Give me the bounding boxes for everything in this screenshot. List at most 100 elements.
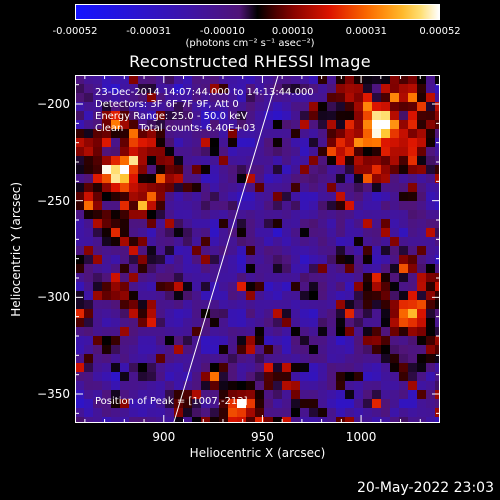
heatmap-cell (417, 192, 427, 202)
heatmap-cell (399, 201, 409, 211)
heatmap-cell (408, 156, 418, 166)
heatmap-cell (354, 156, 364, 166)
heatmap-cell (309, 102, 319, 112)
heatmap-cell (120, 93, 130, 103)
heatmap-cell (237, 300, 247, 310)
heatmap-cell (417, 345, 427, 355)
heatmap-cell (93, 120, 103, 130)
heatmap-cell (183, 318, 193, 328)
heatmap-cell (120, 291, 130, 301)
annotation-energy: Energy Range: 25.0 - 50.0 keV (95, 111, 248, 122)
heatmap-cell (147, 219, 157, 229)
heatmap-cell (165, 138, 175, 148)
heatmap-cell (417, 93, 427, 103)
heatmap-cell (192, 228, 202, 238)
heatmap-cell (210, 246, 220, 256)
heatmap-cell (156, 237, 166, 247)
heatmap-cell (291, 300, 301, 310)
heatmap-cell (228, 246, 238, 256)
heatmap-cell (363, 165, 373, 175)
heatmap-cell (192, 327, 202, 337)
heatmap-cell (426, 192, 436, 202)
heatmap-cell (102, 327, 112, 337)
heatmap-cell (381, 201, 391, 211)
heatmap-cell (363, 372, 373, 382)
heatmap-cell (363, 399, 373, 409)
heatmap-cell (165, 282, 175, 292)
heatmap-cell (201, 255, 211, 265)
heatmap-cell (435, 255, 440, 265)
heatmap-cell (381, 282, 391, 292)
heatmap-cell (174, 75, 184, 85)
heatmap-cell (309, 93, 319, 103)
heatmap-cell (318, 165, 328, 175)
heatmap-cell (165, 327, 175, 337)
heatmap-cell (318, 390, 328, 400)
heatmap-cell (273, 282, 283, 292)
heatmap-cell (183, 282, 193, 292)
heatmap-cell (300, 264, 310, 274)
heatmap-cell (219, 120, 229, 130)
heatmap-cell (156, 228, 166, 238)
heatmap-cell (219, 147, 229, 157)
heatmap-cell (318, 129, 328, 139)
heatmap-cell (282, 291, 292, 301)
heatmap-cell (246, 93, 256, 103)
heatmap-cell (228, 417, 238, 423)
heatmap-cell (93, 390, 103, 400)
heatmap-cell (174, 192, 184, 202)
heatmap-cell (426, 255, 436, 265)
heatmap-cell (327, 273, 337, 283)
heatmap-cell (309, 165, 319, 175)
heatmap-cell (345, 327, 355, 337)
heatmap-cell (300, 183, 310, 193)
heatmap-cell (165, 408, 175, 418)
heatmap-cell (291, 111, 301, 121)
heatmap-cell (246, 237, 256, 247)
heatmap-cell (165, 165, 175, 175)
heatmap-cell (147, 111, 157, 121)
heatmap-cell (75, 138, 85, 148)
heatmap-cell (156, 381, 166, 391)
heatmap-cell (426, 372, 436, 382)
heatmap-cell (192, 156, 202, 166)
heatmap-cell (147, 318, 157, 328)
heatmap-cell (318, 372, 328, 382)
heatmap-cell (183, 291, 193, 301)
heatmap-cell (237, 345, 247, 355)
heatmap-cell (264, 84, 274, 94)
heatmap-cell (111, 201, 121, 211)
heatmap-cell (219, 129, 229, 139)
heatmap-cell (129, 111, 139, 121)
heatmap-cell (201, 156, 211, 166)
heatmap-cell (255, 327, 265, 337)
heatmap-cell (120, 147, 130, 157)
heatmap-cell (426, 201, 436, 211)
heatmap-cell (273, 228, 283, 238)
heatmap-cell (174, 345, 184, 355)
heatmap-cell (228, 102, 238, 112)
heatmap-cell (84, 210, 94, 220)
heatmap-cell (264, 390, 274, 400)
heatmap-cell (192, 138, 202, 148)
heatmap-cell (219, 264, 229, 274)
heatmap-cell (93, 318, 103, 328)
heatmap-cell (408, 219, 418, 229)
heatmap-cell (255, 381, 265, 391)
heatmap-cell (138, 183, 148, 193)
heatmap-cell (345, 120, 355, 130)
heatmap-cell (210, 183, 220, 193)
heatmap-cell (219, 399, 229, 409)
heatmap-cell (75, 120, 85, 130)
heatmap-cell (327, 165, 337, 175)
heatmap-cell (390, 120, 400, 130)
heatmap-cell (246, 228, 256, 238)
heatmap-cell (264, 291, 274, 301)
heatmap-cell (84, 399, 94, 409)
heatmap-cell (435, 183, 440, 193)
heatmap-cell (417, 246, 427, 256)
heatmap-cell (363, 210, 373, 220)
heatmap-cell (363, 354, 373, 364)
heatmap-cell (399, 246, 409, 256)
heatmap-cell (237, 264, 247, 274)
